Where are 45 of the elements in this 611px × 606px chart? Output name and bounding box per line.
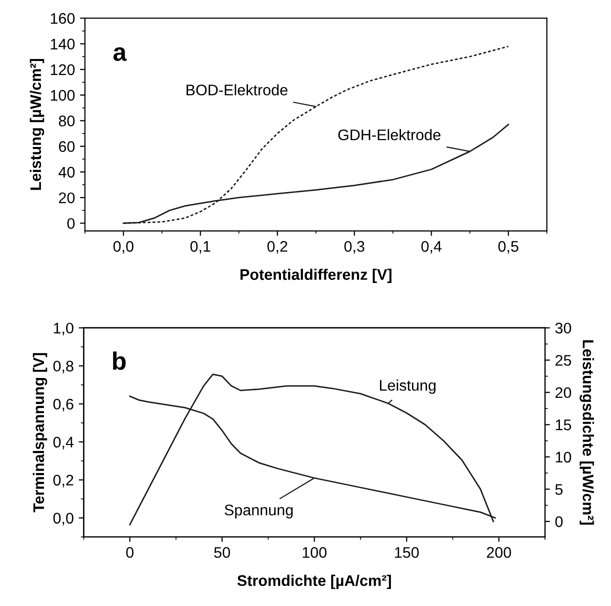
- series-label: Leistung: [380, 380, 436, 394]
- y2-axis-title: Leistungsdichte [µW/cm²]: [580, 340, 594, 525]
- y-tick-label: 40: [58, 166, 75, 178]
- y-tick-label: 0,4: [53, 436, 74, 450]
- y-tick-label: 20: [58, 192, 75, 204]
- y-tick-label: 80: [58, 116, 75, 126]
- y2-tick-label: 20: [556, 387, 572, 398]
- x-tick-label: 150: [395, 547, 419, 558]
- series-label: BOD-Elektrode: [186, 84, 288, 96]
- y-tick-label: 0,8: [53, 360, 74, 374]
- y-tick-label: 160: [50, 13, 75, 24]
- x-tick-label: 0,4: [421, 241, 442, 254]
- y-tick-label: 0,0: [53, 512, 74, 526]
- x-tick-label: 0: [126, 547, 134, 558]
- annotation: b: [113, 352, 126, 370]
- y2-tick-label: 5: [555, 484, 563, 495]
- legend-label: Spannung: [224, 504, 293, 518]
- y-tick-label: 1,0: [54, 322, 74, 336]
- x-tick-label: 50: [214, 547, 230, 558]
- x-tick-label: 0,5: [498, 241, 518, 254]
- y2-tick-label: 10: [556, 452, 572, 463]
- y-tick-label: 0: [67, 218, 75, 229]
- y-tick-label: 60: [58, 141, 75, 152]
- x-tick-label: 100: [302, 547, 327, 558]
- y2-tick-label: 0: [555, 516, 563, 528]
- x-axis-title: Potentialdifferenz [V]: [240, 268, 392, 283]
- y-tick-label: 0,6: [53, 398, 74, 412]
- y-axis-title: Terminalspannung [V]: [32, 353, 48, 512]
- y-tick-label: 140: [50, 38, 75, 50]
- x-tick-label: 0,0: [113, 241, 134, 254]
- y-axis-title: Leistung [µW/cm²]: [30, 59, 44, 190]
- y2-tick-label: 15: [556, 420, 572, 430]
- x-tick-label: 0,2: [267, 241, 288, 254]
- y-tick-label: 100: [50, 90, 75, 101]
- x-tick-label: 0,1: [190, 241, 210, 254]
- line-series: [129, 374, 494, 526]
- series-label: GDH-Elektrode: [338, 129, 440, 140]
- y2-tick-label: 25: [556, 354, 572, 366]
- y-tick-label: 120: [50, 64, 75, 76]
- y2-tick-label: 30: [555, 322, 572, 334]
- x-tick-label: 0,3: [344, 241, 364, 254]
- annotation: a: [113, 47, 127, 61]
- y-tick-label: 0,2: [53, 474, 74, 488]
- x-axis-title: Stromdichte [µA/cm²]: [237, 574, 391, 590]
- x-tick-label: 200: [486, 547, 512, 558]
